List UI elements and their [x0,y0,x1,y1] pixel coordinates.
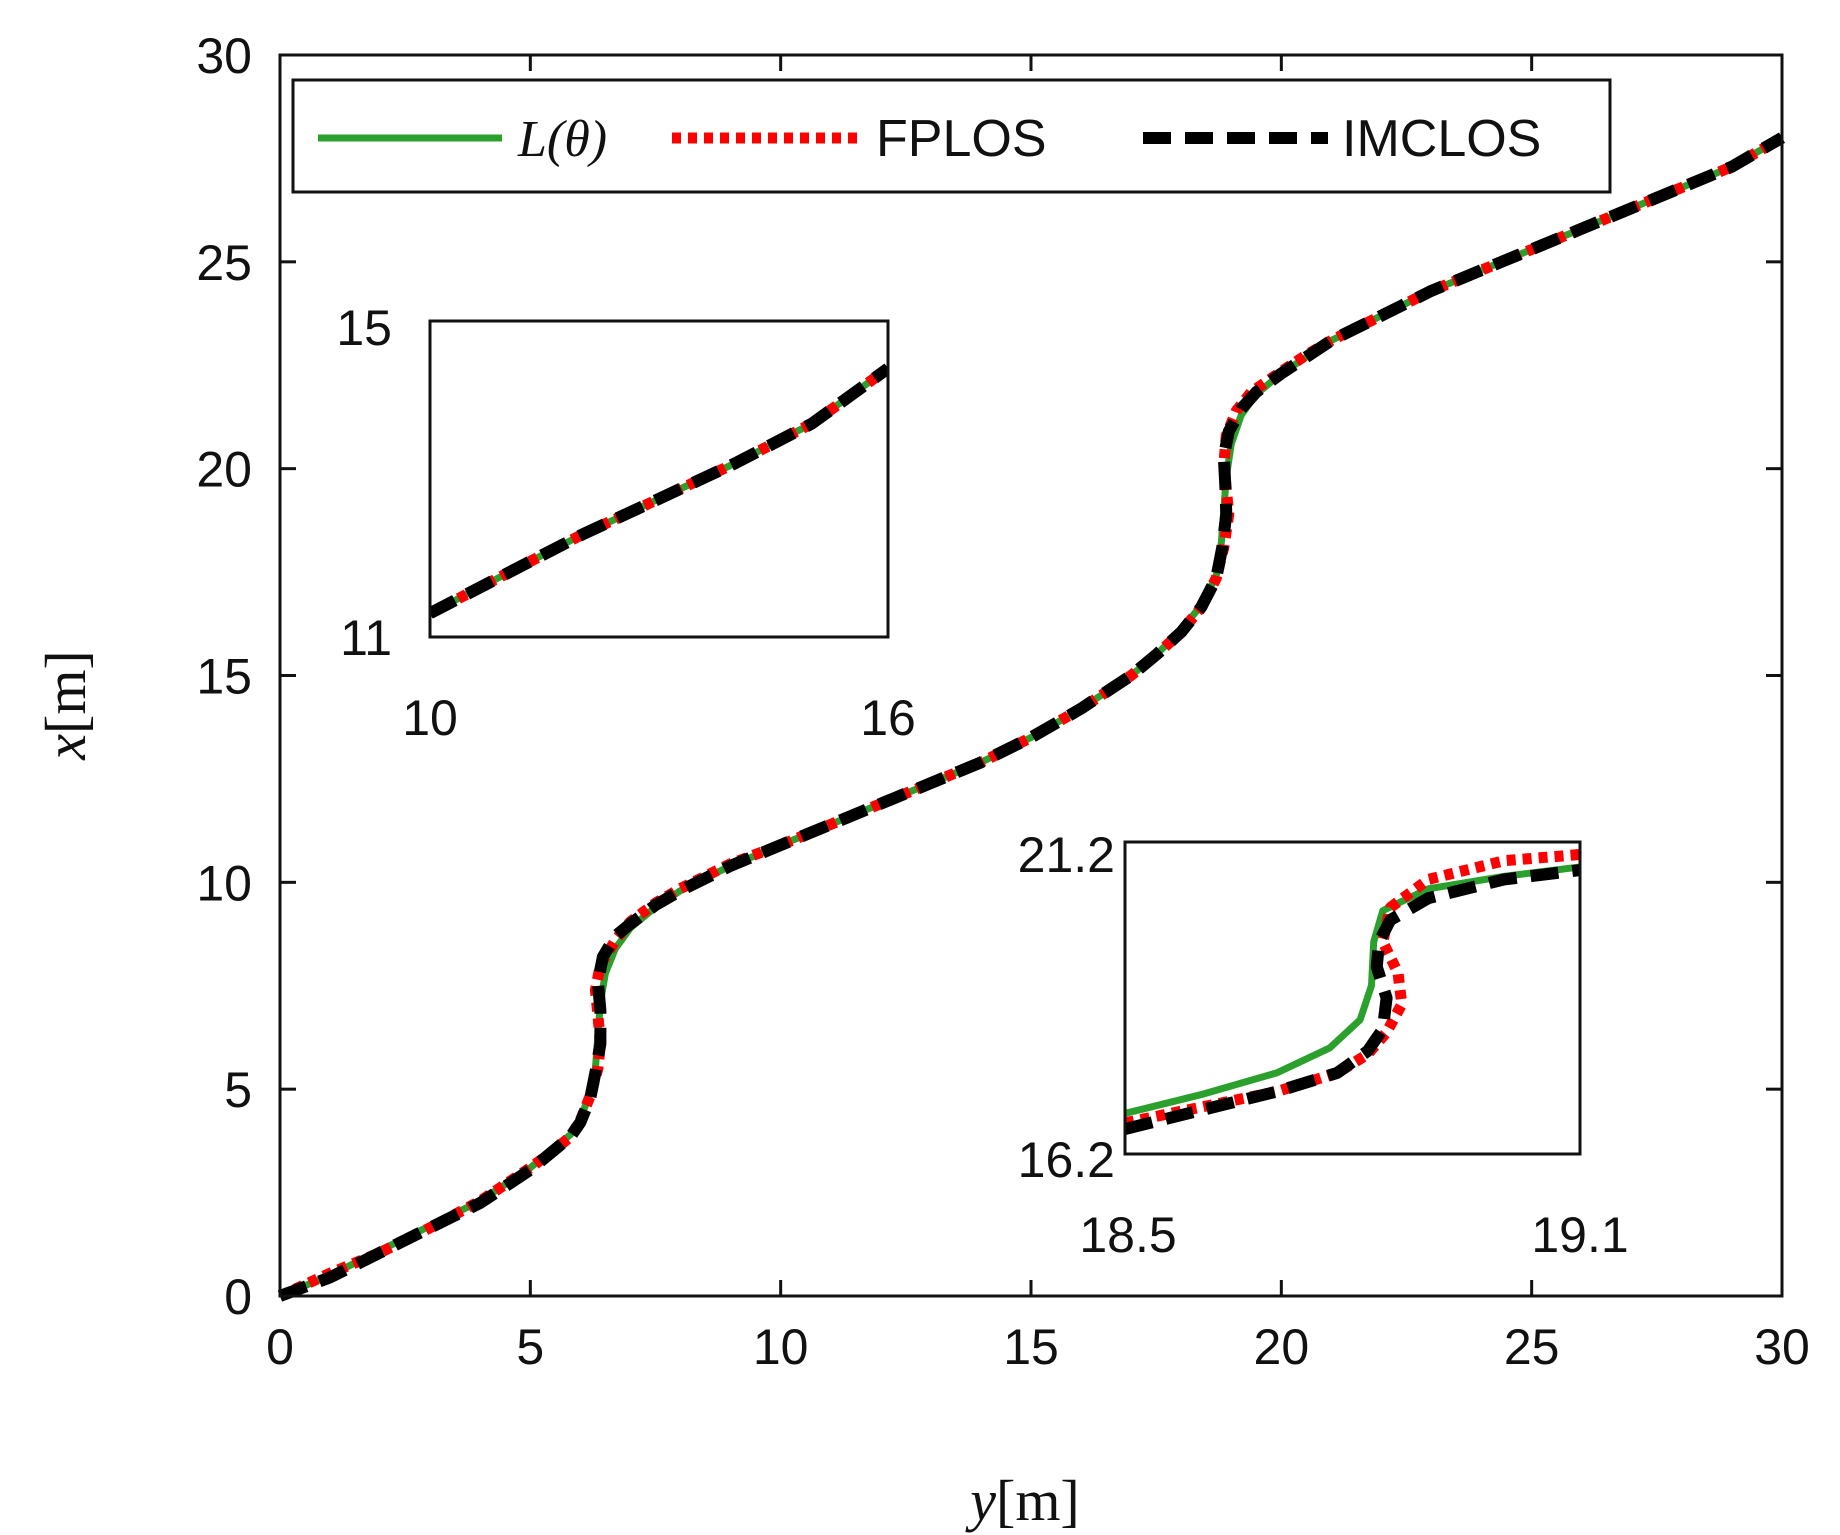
legend-label: FPLOS [876,110,1047,168]
legend-label: IMCLOS [1342,110,1541,168]
inset-lower-y-tick-label: 16.2 [1018,1132,1115,1188]
legend-box [291,78,1612,194]
inset-lower-lines [1125,849,1580,1135]
y-tick-label: 20 [196,442,252,498]
y-tick-label: 30 [196,28,252,84]
x-tick-label: 5 [516,1319,544,1375]
insets: 10 16 11 15 18.5 19.1 21.2 16.2 [336,300,1628,1263]
inset-lower: 18.5 19.1 21.2 16.2 [1018,827,1629,1263]
x-tick-label: 10 [753,1319,809,1375]
y-tick-label: 5 [224,1062,252,1118]
inset-lower-y-tick-label: 21.2 [1018,827,1115,883]
y-axis-label-unit: [m] [33,650,98,734]
x-tick-label: 25 [1504,1319,1560,1375]
inset-lower-frame [1123,840,1582,1156]
y-axis-label: x[m] [33,650,98,761]
inset-upper: 10 16 11 15 [336,300,915,746]
x-tick-label: 15 [1003,1319,1059,1375]
y-tick-label: 0 [224,1269,252,1325]
inset-upper-x-tick-label: 16 [860,690,916,746]
inset-upper-lines [430,363,888,619]
inset-upper-line-imclos [430,363,888,619]
inset-upper-y-tick-label: 15 [336,300,392,356]
y-tick-label: 15 [196,649,252,705]
inset-upper-frame [428,319,890,639]
x-axis-label-var: y [965,1468,996,1533]
inset-upper-background [430,321,888,637]
main-plot-lines [277,132,1786,1302]
inset-lower-x-tick-label: 19.1 [1531,1207,1628,1263]
inset-upper-y-tick-label: 11 [340,610,392,666]
legend-label: L(θ) [517,111,607,168]
inset-lower-line-imclos [1125,864,1580,1135]
x-axis-label: y[m] [965,1468,1080,1533]
series-line-imclos [277,132,1786,1302]
y-axis-label-var: x [33,734,98,761]
x-tick-label: 30 [1754,1319,1810,1375]
y-tick-label: 25 [196,235,252,291]
inset-lower-line-l- [1125,863,1580,1117]
inset-lower-background [1125,842,1580,1154]
main-axes: 0 5 10 15 20 25 30 0 5 10 15 20 25 30 [196,28,1809,1375]
x-tick-label: 0 [266,1319,294,1375]
x-tick-label: 20 [1254,1319,1310,1375]
inset-upper-x-tick-label: 10 [402,690,458,746]
y-tick-label: 10 [196,855,252,911]
inset-lower-x-tick-label: 18.5 [1079,1207,1176,1263]
legend: L(θ) FPLOS IMCLOS [291,78,1612,194]
x-axis-label-unit: [m] [996,1468,1080,1533]
